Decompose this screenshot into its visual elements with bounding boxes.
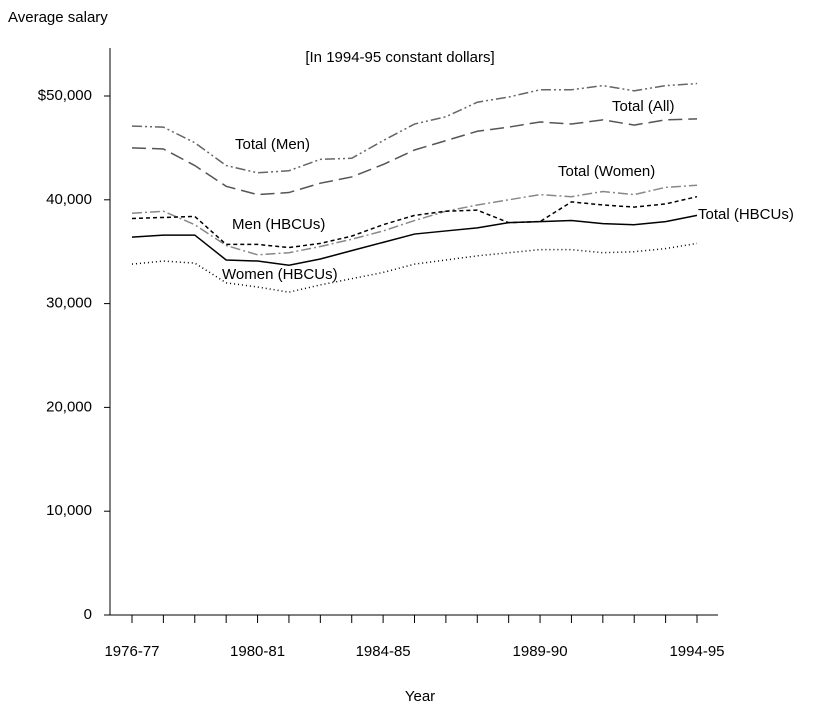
x-tick-label: 1976-77	[104, 643, 159, 660]
y-tick-label: 40,000	[46, 191, 92, 208]
x-tick-label: 1980-81	[230, 643, 285, 660]
series-label: Total (All)	[612, 98, 675, 115]
x-tick-label: 1994-95	[669, 643, 724, 660]
y-tick-label: 30,000	[46, 295, 92, 312]
series-line	[131, 195, 698, 249]
series-line	[131, 184, 698, 256]
y-axis-label: Average salary	[8, 9, 108, 26]
series-line	[131, 214, 698, 266]
series-line	[131, 242, 698, 293]
series-line	[131, 82, 698, 174]
series-label: Women (HBCUs)	[222, 266, 338, 283]
series-label: Total (Women)	[558, 163, 655, 180]
series-label: Men (HBCUs)	[232, 216, 325, 233]
x-axis-label: Year	[405, 688, 435, 705]
series-line	[131, 118, 698, 196]
y-tick-label: 10,000	[46, 502, 92, 519]
y-tick-label: 0	[84, 606, 92, 623]
x-tick-label: 1989-90	[513, 643, 568, 660]
x-tick-label: 1984-85	[356, 643, 411, 660]
series-label: Total (HBCUs)	[698, 206, 794, 223]
y-tick-label: 20,000	[46, 398, 92, 415]
chart-subtitle: [In 1994-95 constant dollars]	[305, 49, 494, 66]
series-label: Total (Men)	[235, 136, 310, 153]
y-tick-label: $50,000	[38, 87, 92, 104]
